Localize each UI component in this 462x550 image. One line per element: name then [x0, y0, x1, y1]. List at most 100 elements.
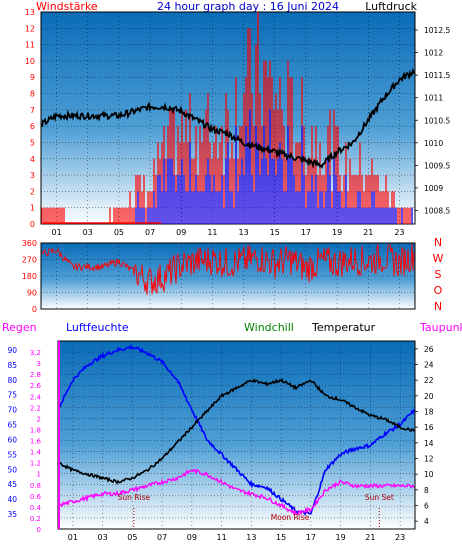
hour-tick-label: 15 — [270, 228, 280, 237]
hour-tick-label: 01 — [51, 228, 61, 237]
rain-tick-label: 0.4 — [30, 504, 42, 512]
rain-tick-label: 0.8 — [30, 482, 41, 490]
wind-tick-label: 2 — [30, 187, 35, 196]
sun-rise-label: Sun Rise — [118, 493, 151, 502]
humidity-tick-label: 45 — [7, 480, 17, 489]
humidity-tick-label: 70 — [7, 406, 17, 415]
compass-label: N — [434, 300, 442, 313]
hour-tick-label: 17 — [301, 228, 311, 237]
temperature-tick-label: 22 — [424, 376, 434, 385]
pressure-tick-label: 1009 — [424, 184, 443, 193]
hour-tick-label: 01 — [68, 533, 78, 542]
pressure-tick-label: 1010.5 — [424, 116, 450, 125]
hour-tick-label: 19 — [332, 228, 342, 237]
compass-label: N — [434, 236, 442, 249]
humidity-tick-label: 65 — [7, 421, 17, 430]
direction-tick-label: 180 — [22, 272, 37, 281]
chart-title: 24 hour graph day : 16 Juni 2024 — [157, 0, 339, 13]
rain-tick-label: 2.6 — [30, 382, 42, 390]
humidity-line — [59, 344, 415, 516]
direction-tick-label: 360 — [22, 239, 37, 248]
hour-tick-label: 15 — [276, 533, 286, 542]
legend-label: Taupunkt — [419, 321, 462, 334]
wind-tick-label: 10 — [25, 57, 35, 66]
temperature-tick-label: 16 — [424, 423, 434, 432]
humidity-tick-label: 60 — [7, 435, 17, 444]
hour-tick-label: 23 — [394, 228, 404, 237]
header-right-label: Luftdruck — [365, 0, 417, 13]
compass-label: O — [434, 284, 443, 297]
hour-tick-label: 21 — [363, 228, 373, 237]
temperature-line — [59, 377, 415, 485]
wind-tick-label: 4 — [30, 155, 35, 164]
header-left-label: Windstärke — [36, 0, 98, 13]
hour-tick-label: 23 — [395, 533, 405, 542]
wind-tick-label: 6 — [30, 122, 35, 131]
hour-tick-label: 09 — [187, 533, 197, 542]
wind-tick-label: 11 — [25, 41, 35, 50]
rain-tick-label: 1 — [37, 471, 41, 479]
hour-tick-label: 03 — [98, 533, 108, 542]
hour-tick-label: 13 — [238, 228, 248, 237]
temperature-tick-label: 6 — [424, 502, 429, 511]
direction-tick-label: 270 — [22, 256, 37, 265]
hour-tick-label: 21 — [365, 533, 375, 542]
hour-tick-label: 07 — [145, 228, 155, 237]
wind-tick-label: 0 — [30, 220, 35, 229]
rain-tick-label: 1.8 — [30, 426, 41, 434]
humidity-tick-label: 85 — [7, 361, 17, 370]
dewpoint-line — [59, 468, 415, 516]
hour-tick-label: 13 — [246, 533, 256, 542]
direction-tick-label: 90 — [27, 289, 37, 298]
rain-tick-label: 1.4 — [30, 449, 42, 457]
rain-tick-label: 3 — [37, 360, 41, 368]
pressure-tick-label: 1011.5 — [424, 71, 450, 80]
temperature-tick-label: 20 — [424, 392, 434, 401]
pressure-tick-label: 1009.5 — [424, 161, 450, 170]
humidity-tick-label: 50 — [7, 465, 17, 474]
hour-tick-label: 19 — [336, 533, 346, 542]
panel-3-plot-area — [57, 340, 416, 530]
sun-set-label: Sun Set — [365, 493, 394, 502]
wind-tick-label: 1 — [30, 204, 35, 213]
rain-tick-label: 2.8 — [30, 371, 41, 379]
humidity-tick-label: 75 — [7, 391, 17, 400]
legend-label: Windchill — [244, 321, 294, 334]
moon-label: Moon Rise — [271, 513, 310, 522]
legend-label: Luftfeuchte — [66, 321, 129, 334]
hour-tick-label: 11 — [217, 533, 227, 542]
hour-tick-label: 17 — [306, 533, 316, 542]
temperature-tick-label: 8 — [424, 486, 429, 495]
wind-tick-label: 5 — [30, 138, 35, 147]
hour-tick-label: 05 — [114, 228, 124, 237]
hour-tick-label: 11 — [207, 228, 217, 237]
wind-tick-label: 7 — [30, 106, 35, 115]
wind-tick-label: 12 — [25, 24, 35, 33]
humidity-tick-label: 40 — [7, 495, 17, 504]
hour-tick-label: 07 — [157, 533, 167, 542]
temperature-tick-label: 14 — [424, 439, 434, 448]
rain-tick-label: 0.2 — [30, 515, 41, 523]
wind-tick-label: 8 — [30, 90, 35, 99]
legend-label: Temperatur — [311, 321, 376, 334]
temperature-tick-label: 4 — [424, 517, 429, 526]
hour-tick-label: 05 — [127, 533, 137, 542]
humidity-tick-label: 80 — [7, 376, 17, 385]
legend-label: Regen — [2, 321, 37, 334]
rain-tick-label: 3.2 — [30, 349, 41, 357]
rain-tick-label: 2.2 — [30, 404, 41, 412]
pressure-tick-label: 1012.5 — [424, 26, 450, 35]
temperature-tick-label: 10 — [424, 470, 434, 479]
rain-tick-label: 2.4 — [30, 393, 42, 401]
wind-tick-label: 3 — [30, 171, 35, 180]
pressure-tick-label: 1008.5 — [424, 206, 450, 215]
hour-tick-label: 03 — [83, 228, 93, 237]
temperature-tick-label: 18 — [424, 408, 434, 417]
wind-tick-label: 9 — [30, 73, 35, 82]
humidity-tick-label: 90 — [7, 346, 17, 355]
pressure-tick-label: 1011 — [424, 94, 443, 103]
temperature-tick-label: 12 — [424, 455, 434, 464]
wind-direction-line — [41, 243, 415, 295]
rain-tick-label: 1.6 — [30, 438, 42, 446]
hour-tick-label: 09 — [176, 228, 186, 237]
